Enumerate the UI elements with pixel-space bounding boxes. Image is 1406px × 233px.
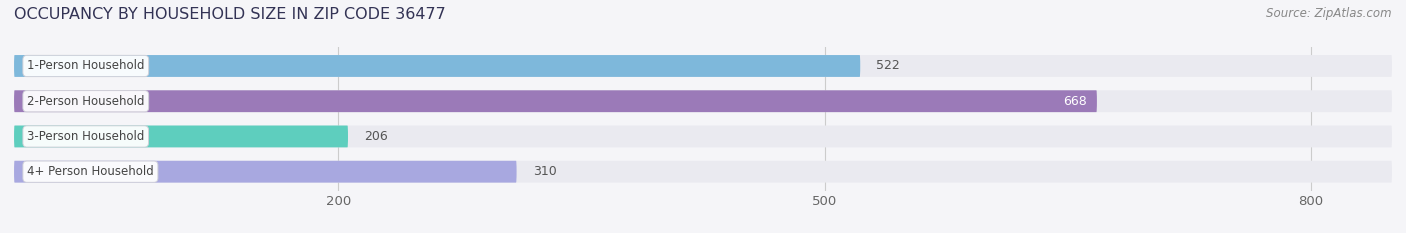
FancyBboxPatch shape xyxy=(14,55,860,77)
FancyBboxPatch shape xyxy=(14,90,1392,112)
Text: 310: 310 xyxy=(533,165,557,178)
FancyBboxPatch shape xyxy=(14,90,1097,112)
FancyBboxPatch shape xyxy=(14,55,1392,77)
FancyBboxPatch shape xyxy=(14,161,1392,183)
Text: OCCUPANCY BY HOUSEHOLD SIZE IN ZIP CODE 36477: OCCUPANCY BY HOUSEHOLD SIZE IN ZIP CODE … xyxy=(14,7,446,22)
Text: Source: ZipAtlas.com: Source: ZipAtlas.com xyxy=(1267,7,1392,20)
Text: 1-Person Household: 1-Person Household xyxy=(27,59,145,72)
FancyBboxPatch shape xyxy=(14,161,516,183)
Text: 206: 206 xyxy=(364,130,388,143)
Text: 2-Person Household: 2-Person Household xyxy=(27,95,145,108)
Text: 668: 668 xyxy=(1063,95,1087,108)
FancyBboxPatch shape xyxy=(14,126,349,147)
Text: 3-Person Household: 3-Person Household xyxy=(27,130,145,143)
FancyBboxPatch shape xyxy=(14,126,1392,147)
Text: 522: 522 xyxy=(876,59,900,72)
Text: 4+ Person Household: 4+ Person Household xyxy=(27,165,153,178)
